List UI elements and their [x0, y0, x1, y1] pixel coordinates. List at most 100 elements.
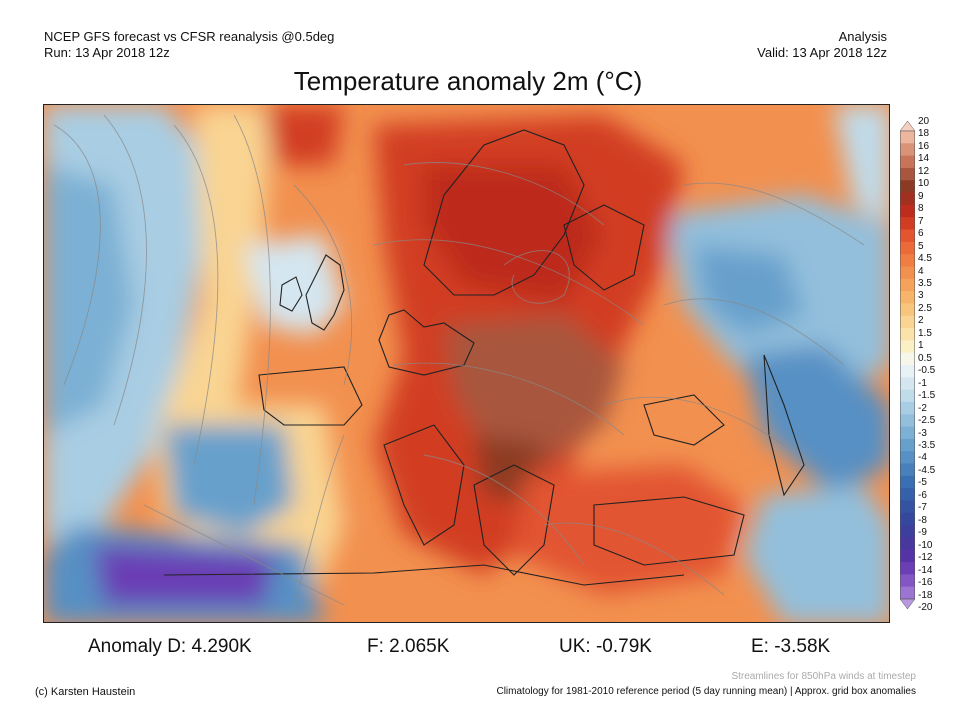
stat-france: F: 2.065K	[367, 636, 450, 657]
streamlines-note: Streamlines for 850hPa winds at timestep	[731, 671, 916, 682]
colorbar-label: 3	[918, 290, 924, 302]
colorbar-label: 4.5	[918, 253, 932, 265]
run-time: Run: 13 Apr 2018 12z	[44, 45, 170, 60]
map-title: Temperature anomaly 2m (°C)	[293, 66, 643, 96]
colorbar-outline	[900, 130, 915, 600]
colorbar-label: 10	[918, 178, 930, 190]
colorbar-label: -0.5	[918, 365, 936, 377]
coastlines	[163, 129, 805, 586]
colorbar-segment	[900, 426, 915, 440]
colorbar-segment	[900, 562, 915, 575]
colorbar-label: 2.5	[918, 302, 932, 314]
colorbar-label: 9	[918, 190, 924, 202]
colorbar-segment	[900, 180, 915, 194]
colorbar-label: 7	[918, 215, 924, 227]
colorbar-label: 3.5	[918, 278, 932, 289]
colorbar-segment	[900, 488, 915, 501]
colorbar-label: -3.5	[918, 440, 936, 451]
header-left: NCEP GFS forecast vs CFSR reanalysis @0.…	[44, 29, 334, 61]
colorbar-label: -16	[918, 577, 933, 589]
colorbar-segment	[900, 525, 915, 538]
colorbar-label: -9	[918, 527, 927, 539]
colorbar-segment	[900, 574, 915, 588]
colorbar-label: 5	[918, 240, 924, 252]
colorbar-labels: 20 18 16 14 12 10 9 8 7 6 5 4.5 4 3.5 3 2.5 2 1.5 1 0.5 -0.5…	[918, 117, 958, 613]
colorbar-segment	[900, 303, 915, 317]
colorbar-label: -5	[918, 477, 927, 489]
colorbar-segment	[900, 328, 915, 341]
colorbar-segment	[900, 254, 915, 267]
colorbar-label: -14	[918, 564, 933, 576]
colorbar-segment	[900, 229, 915, 243]
colorbar-label: 0.5	[918, 352, 932, 364]
colorbar-label: 18	[918, 128, 930, 140]
colorbar-label: 1.5	[918, 327, 932, 339]
colorbar-segment	[900, 512, 915, 526]
colorbar	[900, 121, 915, 609]
header-right: Analysis Valid: 13 Apr 2018 12z	[757, 29, 887, 61]
colorbar-label: -2	[918, 402, 927, 414]
colorbar-segment	[900, 192, 915, 206]
colorbar-bottom-extend	[900, 598, 915, 609]
colorbar-segment	[900, 167, 915, 181]
colorbar-label: -4	[918, 452, 927, 464]
climatology-note: Climatology for 1981-2010 reference peri…	[496, 686, 916, 697]
colorbar-label: 2	[918, 315, 924, 327]
colorbar-segment	[900, 377, 915, 391]
colorbar-segment	[900, 537, 915, 551]
colorbar-label: -2.5	[918, 415, 936, 427]
model-description: NCEP GFS forecast vs CFSR reanalysis @0.…	[44, 29, 335, 44]
colorbar-label: -18	[918, 589, 933, 601]
colorbar-segment	[900, 586, 915, 600]
colorbar-label: -1.5	[918, 390, 936, 402]
colorbar-label: -7	[918, 502, 927, 514]
colorbar-segment	[900, 291, 915, 304]
valid-time: Valid: 13 Apr 2018 12z	[757, 45, 887, 60]
colorbar-segment	[900, 278, 915, 292]
colorbar-segment	[900, 389, 915, 403]
copyright: (c) Karsten Haustein	[35, 686, 136, 698]
colorbar-segment	[900, 475, 915, 489]
colorbar-label: -3	[918, 427, 927, 439]
stat-germany: Anomaly D: 4.290K	[88, 636, 252, 657]
map-graphic	[44, 105, 889, 622]
colorbar-segment	[900, 549, 915, 563]
colorbar-segment	[900, 131, 915, 144]
colorbar-segment	[900, 463, 915, 477]
colorbar-segment	[900, 414, 915, 428]
colorbar-segment	[900, 204, 915, 218]
colorbar-label: 1	[918, 340, 924, 352]
colorbar-top-extend	[900, 121, 915, 132]
colorbar-segment	[900, 401, 915, 415]
colorbar-segment	[900, 315, 915, 329]
colorbar-label: -20	[918, 602, 933, 613]
stat-uk: UK: -0.79K	[559, 636, 652, 657]
colorbar-segment	[900, 365, 915, 378]
colorbar-label: -6	[918, 489, 927, 501]
colorbar-label: -12	[918, 552, 933, 564]
analysis-label: Analysis	[838, 29, 887, 44]
colorbar-segment	[900, 266, 915, 280]
colorbar-segment	[900, 217, 915, 231]
colorbar-label: 20	[918, 116, 930, 127]
colorbar-label: -8	[918, 514, 927, 526]
wind-streamlines	[53, 114, 865, 606]
colorbar-label: -4.5	[918, 464, 936, 476]
colorbar-label: 4	[918, 265, 924, 277]
colorbar-label: -10	[918, 539, 933, 551]
colorbar-segment	[900, 241, 915, 255]
stat-spain: E: -3.58K	[751, 636, 831, 657]
colorbar-label: 16	[918, 140, 930, 152]
colorbar-label: 8	[918, 203, 924, 215]
colorbar-segment	[900, 155, 915, 169]
colorbar-segment	[900, 451, 915, 465]
colorbar-label: -1	[918, 377, 927, 389]
colorbar-label: 14	[918, 153, 930, 165]
colorbar-segment	[900, 438, 915, 452]
colorbar-segment	[900, 340, 915, 354]
colorbar-segment	[900, 500, 915, 514]
colorbar-segment	[900, 143, 915, 157]
colorbar-segment	[900, 352, 915, 366]
temperature-anomaly-map	[43, 104, 890, 623]
colorbar-label: 6	[918, 228, 924, 240]
